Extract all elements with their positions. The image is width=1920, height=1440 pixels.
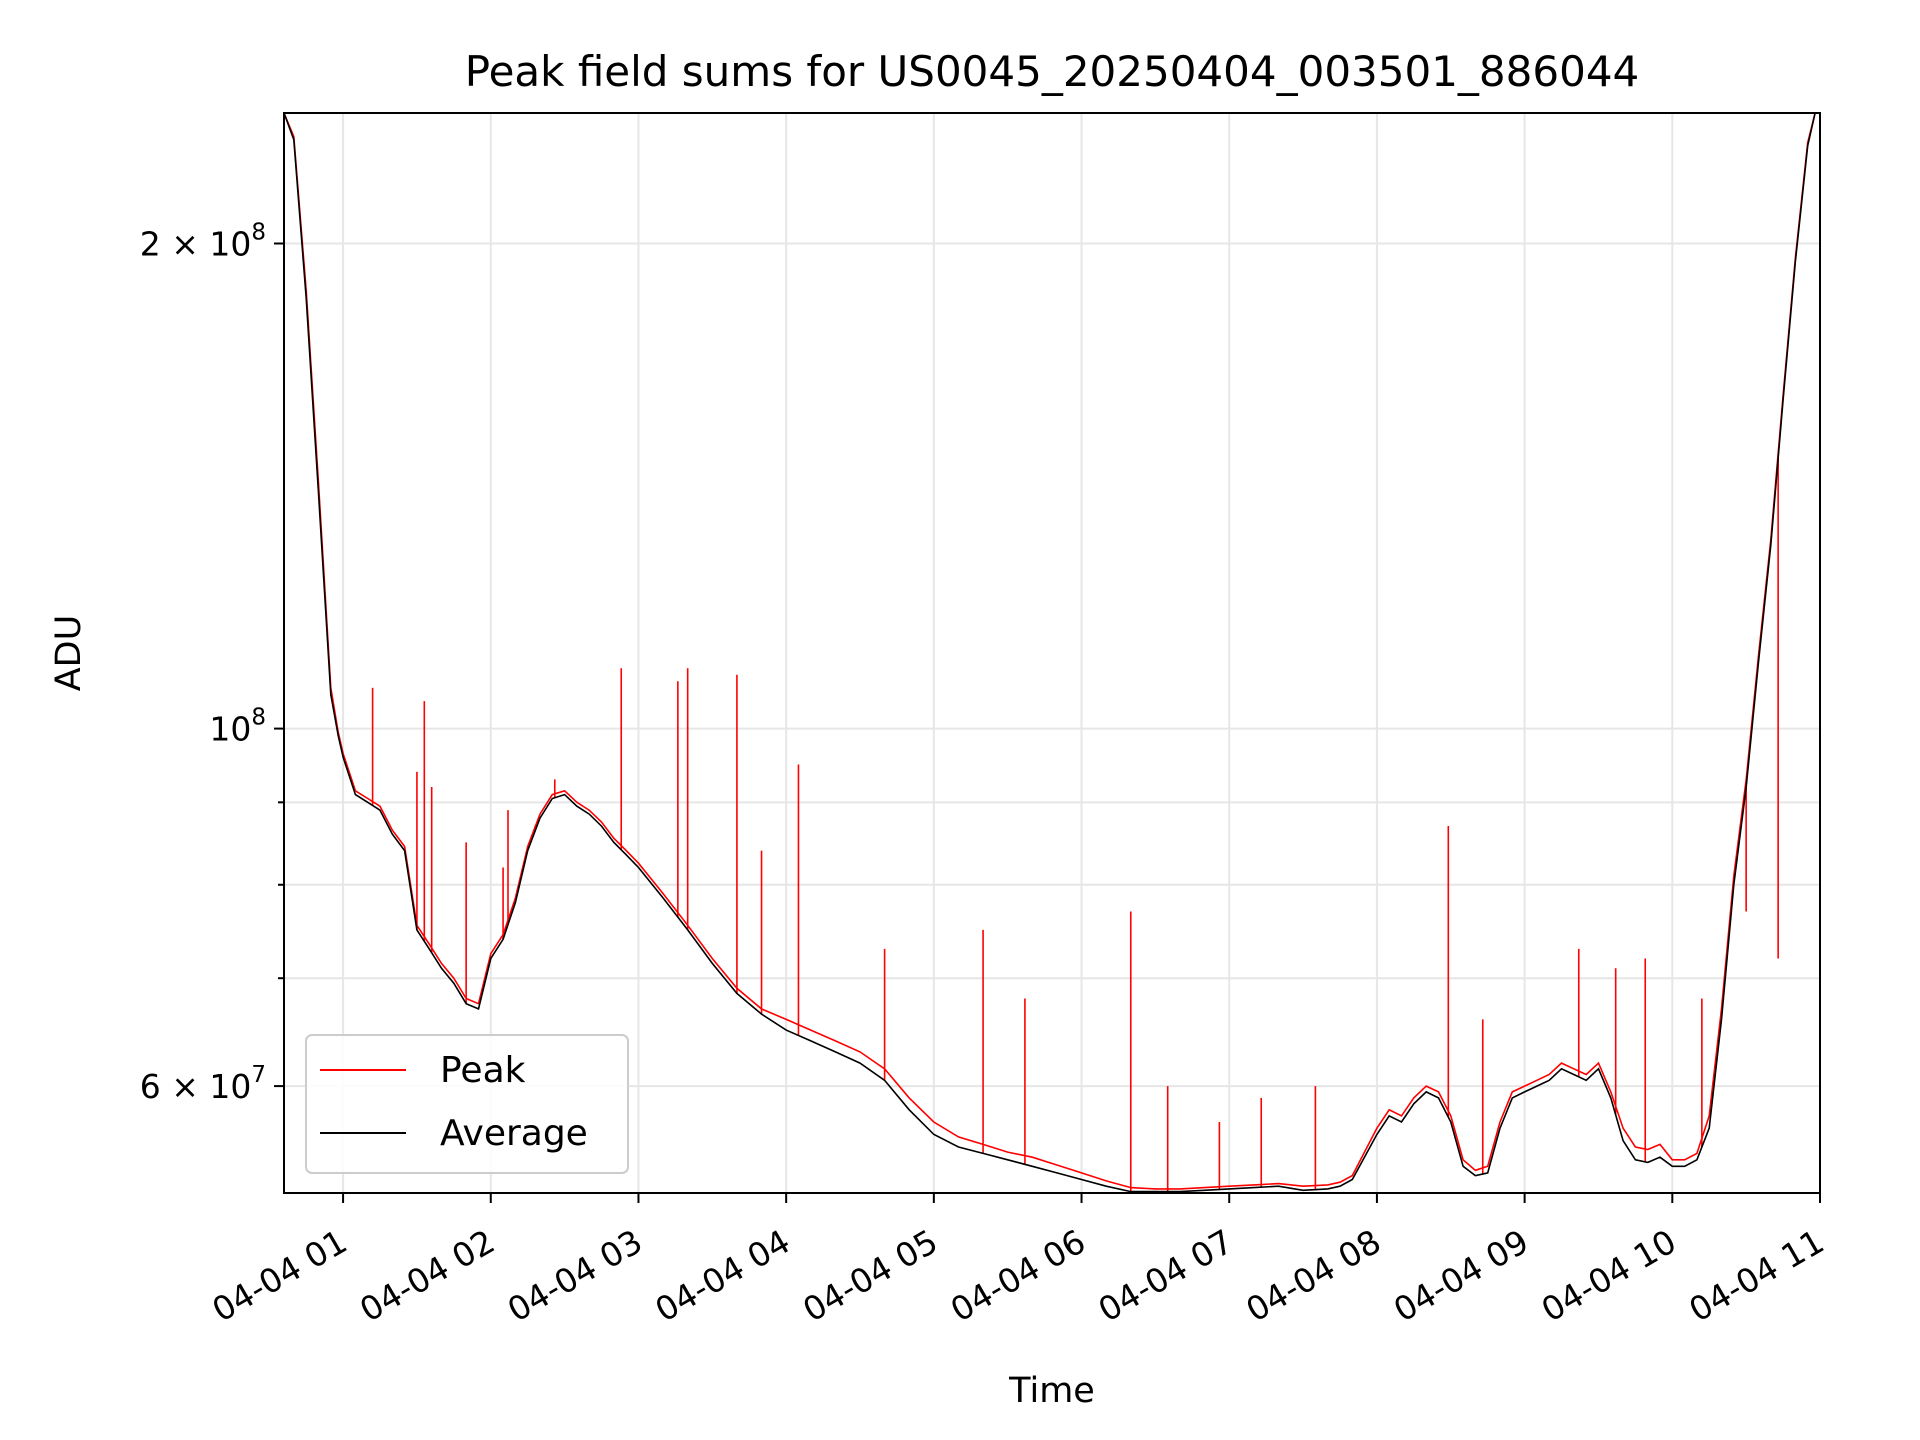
y-tick-label: 6 × 107 <box>140 1062 266 1106</box>
x-tick-label: 04-04 05 <box>796 1222 944 1330</box>
legend: Peak Average <box>305 1034 629 1174</box>
x-tick-label: 04-04 06 <box>944 1222 1092 1330</box>
x-tick-label: 04-04 08 <box>1239 1222 1387 1330</box>
axes-frame <box>283 112 1821 1194</box>
y-tick-label: 108 <box>209 705 266 749</box>
y-tick-label: 2 × 108 <box>140 220 266 264</box>
y-axis: 6 × 107 108 2 × 108 <box>140 220 284 1106</box>
x-tick-label: 04-04 02 <box>353 1222 501 1330</box>
x-tick-label: 04-04 11 <box>1682 1222 1830 1330</box>
chart-title: Peak field sums for US0045_20250404_0035… <box>465 47 1640 96</box>
legend-label-average: Average <box>440 1113 588 1154</box>
x-axis: 04-04 01 04-04 02 04-04 03 04-04 04 04-04 05… <box>205 1193 1830 1330</box>
x-tick-label: 04-04 10 <box>1535 1222 1683 1330</box>
y-axis-label: ADU <box>49 615 89 692</box>
x-tick-label: 04-04 03 <box>501 1222 649 1330</box>
x-axis-label: Time <box>1008 1371 1095 1411</box>
x-tick-label: 04-04 09 <box>1387 1222 1535 1330</box>
grid-lines <box>284 113 1821 1193</box>
series-line-peak <box>283 112 1816 1190</box>
x-tick-label: 04-04 01 <box>205 1222 353 1330</box>
x-tick-label: 04-04 07 <box>1092 1222 1240 1330</box>
peak-spikes <box>371 454 1779 1192</box>
plot-area <box>283 112 1816 1193</box>
x-tick-label: 04-04 04 <box>649 1222 797 1330</box>
legend-label-peak: Peak <box>440 1050 526 1091</box>
series-line-average <box>283 112 1816 1193</box>
